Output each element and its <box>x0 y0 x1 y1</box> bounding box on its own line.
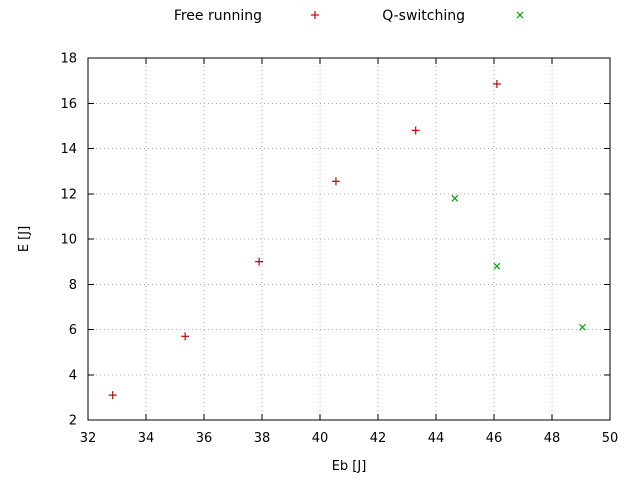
x-tick-label: 46 <box>486 431 503 446</box>
x-tick-label: 42 <box>370 431 387 446</box>
y-tick-label: 10 <box>60 233 77 248</box>
y-axis-label: E [J] <box>17 226 32 252</box>
y-tick-label: 2 <box>69 414 77 429</box>
x-tick-label: 36 <box>196 431 213 446</box>
legend-label: Free running <box>174 8 262 24</box>
plus-marker-icon <box>492 80 501 89</box>
y-tick-label: 14 <box>60 142 77 157</box>
plus-marker-icon <box>255 257 264 266</box>
cross-marker-icon <box>493 262 501 270</box>
y-tick-label: 4 <box>69 368 77 383</box>
y-tick-label: 8 <box>69 278 77 293</box>
y-tick-label: 16 <box>60 97 77 112</box>
x-tick-label: 50 <box>602 431 619 446</box>
cross-marker-icon <box>451 194 459 202</box>
plus-marker-icon <box>311 11 319 19</box>
y-tick-label: 6 <box>69 323 77 338</box>
x-tick-label: 32 <box>80 431 97 446</box>
x-tick-label: 34 <box>138 431 155 446</box>
plus-marker-icon <box>181 332 190 341</box>
plus-marker-icon <box>331 177 340 186</box>
x-tick-label: 38 <box>254 431 271 446</box>
plus-marker-icon <box>411 126 420 135</box>
cross-marker-icon <box>579 323 586 331</box>
cross-marker-icon <box>516 11 524 19</box>
y-tick-label: 18 <box>60 52 77 67</box>
x-tick-label: 48 <box>544 431 561 446</box>
plus-marker-icon <box>108 391 117 400</box>
y-tick-label: 12 <box>60 187 77 202</box>
x-tick-label: 44 <box>428 431 445 446</box>
x-tick-label: 40 <box>312 431 329 446</box>
x-axis-label: Eb [J] <box>332 459 367 474</box>
legend-label: Q-switching <box>382 8 465 24</box>
